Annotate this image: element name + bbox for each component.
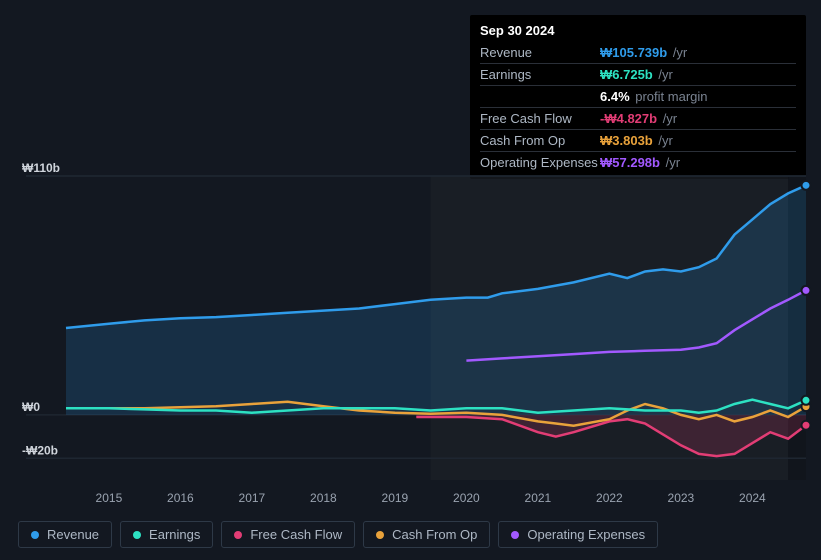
svg-text:2021: 2021 — [525, 491, 552, 505]
legend-label: Earnings — [149, 527, 200, 542]
svg-text:2018: 2018 — [310, 491, 337, 505]
svg-text:2016: 2016 — [167, 491, 194, 505]
chart-tooltip: Sep 30 2024 Revenue₩105.739b /yrEarnings… — [470, 15, 806, 179]
tooltip-label: Cash From Op — [480, 133, 600, 148]
legend-item[interactable]: Revenue — [18, 521, 112, 548]
svg-text:-₩20b: -₩20b — [22, 443, 58, 457]
tooltip-value: -₩4.827b /yr — [600, 111, 677, 126]
legend-dot — [234, 531, 242, 539]
chart-area[interactable]: ₩110b ₩0 -₩20b 2015 2016 2017 2018 2019 2020 2021… — [18, 160, 813, 510]
svg-text:₩110b: ₩110b — [22, 161, 60, 175]
svg-text:2023: 2023 — [668, 491, 695, 505]
svg-text:2020: 2020 — [453, 491, 480, 505]
svg-text:2019: 2019 — [382, 491, 409, 505]
tooltip-row: Cash From Op₩3.803b /yr — [480, 130, 796, 152]
tooltip-row: Earnings₩6.725b /yr — [480, 64, 796, 86]
svg-text:₩0: ₩0 — [22, 400, 40, 414]
legend-label: Operating Expenses — [527, 527, 645, 542]
tooltip-row: 6.4% profit margin — [480, 86, 796, 108]
svg-text:2022: 2022 — [596, 491, 623, 505]
tooltip-label — [480, 89, 600, 104]
legend-dot — [133, 531, 141, 539]
tooltip-label: Free Cash Flow — [480, 111, 600, 126]
legend-dot — [31, 531, 39, 539]
legend-item[interactable]: Free Cash Flow — [221, 521, 355, 548]
legend-item[interactable]: Operating Expenses — [498, 521, 658, 548]
legend-label: Free Cash Flow — [250, 527, 342, 542]
tooltip-row: Free Cash Flow-₩4.827b /yr — [480, 108, 796, 130]
chart-legend: Revenue Earnings Free Cash Flow Cash From O… — [18, 521, 658, 548]
svg-text:2017: 2017 — [239, 491, 266, 505]
legend-label: Cash From Op — [392, 527, 477, 542]
tooltip-label: Revenue — [480, 45, 600, 60]
svg-text:2015: 2015 — [96, 491, 123, 505]
legend-label: Revenue — [47, 527, 99, 542]
tooltip-rows: Revenue₩105.739b /yrEarnings₩6.725b /yr6… — [480, 42, 796, 173]
legend-item[interactable]: Cash From Op — [363, 521, 490, 548]
line-chart-svg: ₩110b ₩0 -₩20b 2015 2016 2017 2018 2019 2020 2021… — [18, 160, 813, 510]
svg-text:2024: 2024 — [739, 491, 766, 505]
legend-dot — [376, 531, 384, 539]
tooltip-label: Earnings — [480, 67, 600, 82]
tooltip-row: Revenue₩105.739b /yr — [480, 42, 796, 64]
legend-item[interactable]: Earnings — [120, 521, 213, 548]
legend-dot — [511, 531, 519, 539]
tooltip-value: ₩3.803b /yr — [600, 133, 673, 148]
tooltip-value: ₩6.725b /yr — [600, 67, 673, 82]
tooltip-value: 6.4% profit margin — [600, 89, 708, 104]
tooltip-value: ₩105.739b /yr — [600, 45, 687, 60]
tooltip-date: Sep 30 2024 — [480, 21, 796, 42]
